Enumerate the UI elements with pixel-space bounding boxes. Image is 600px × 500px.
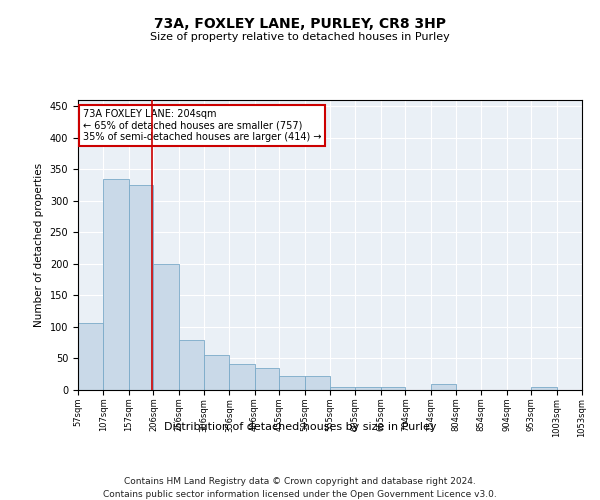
Text: 73A FOXLEY LANE: 204sqm
← 65% of detached houses are smaller (757)
35% of semi-d: 73A FOXLEY LANE: 204sqm ← 65% of detache… bbox=[83, 108, 322, 142]
Bar bbox=[179, 340, 204, 390]
Bar bbox=[229, 364, 254, 390]
Bar bbox=[582, 387, 600, 390]
Bar bbox=[204, 356, 229, 390]
Bar bbox=[532, 387, 557, 390]
Text: Contains HM Land Registry data © Crown copyright and database right 2024.: Contains HM Land Registry data © Crown c… bbox=[124, 478, 476, 486]
Bar bbox=[154, 264, 179, 390]
Bar bbox=[355, 387, 380, 390]
Bar bbox=[103, 179, 128, 390]
Y-axis label: Number of detached properties: Number of detached properties bbox=[34, 163, 44, 327]
Text: Size of property relative to detached houses in Purley: Size of property relative to detached ho… bbox=[150, 32, 450, 42]
Bar bbox=[431, 384, 456, 390]
Bar bbox=[128, 185, 154, 390]
Bar bbox=[78, 322, 103, 390]
Text: Distribution of detached houses by size in Purley: Distribution of detached houses by size … bbox=[164, 422, 436, 432]
Bar bbox=[280, 376, 305, 390]
Bar bbox=[305, 376, 330, 390]
Text: 73A, FOXLEY LANE, PURLEY, CR8 3HP: 73A, FOXLEY LANE, PURLEY, CR8 3HP bbox=[154, 18, 446, 32]
Bar bbox=[380, 387, 406, 390]
Bar bbox=[254, 368, 280, 390]
Bar bbox=[330, 387, 355, 390]
Text: Contains public sector information licensed under the Open Government Licence v3: Contains public sector information licen… bbox=[103, 490, 497, 499]
